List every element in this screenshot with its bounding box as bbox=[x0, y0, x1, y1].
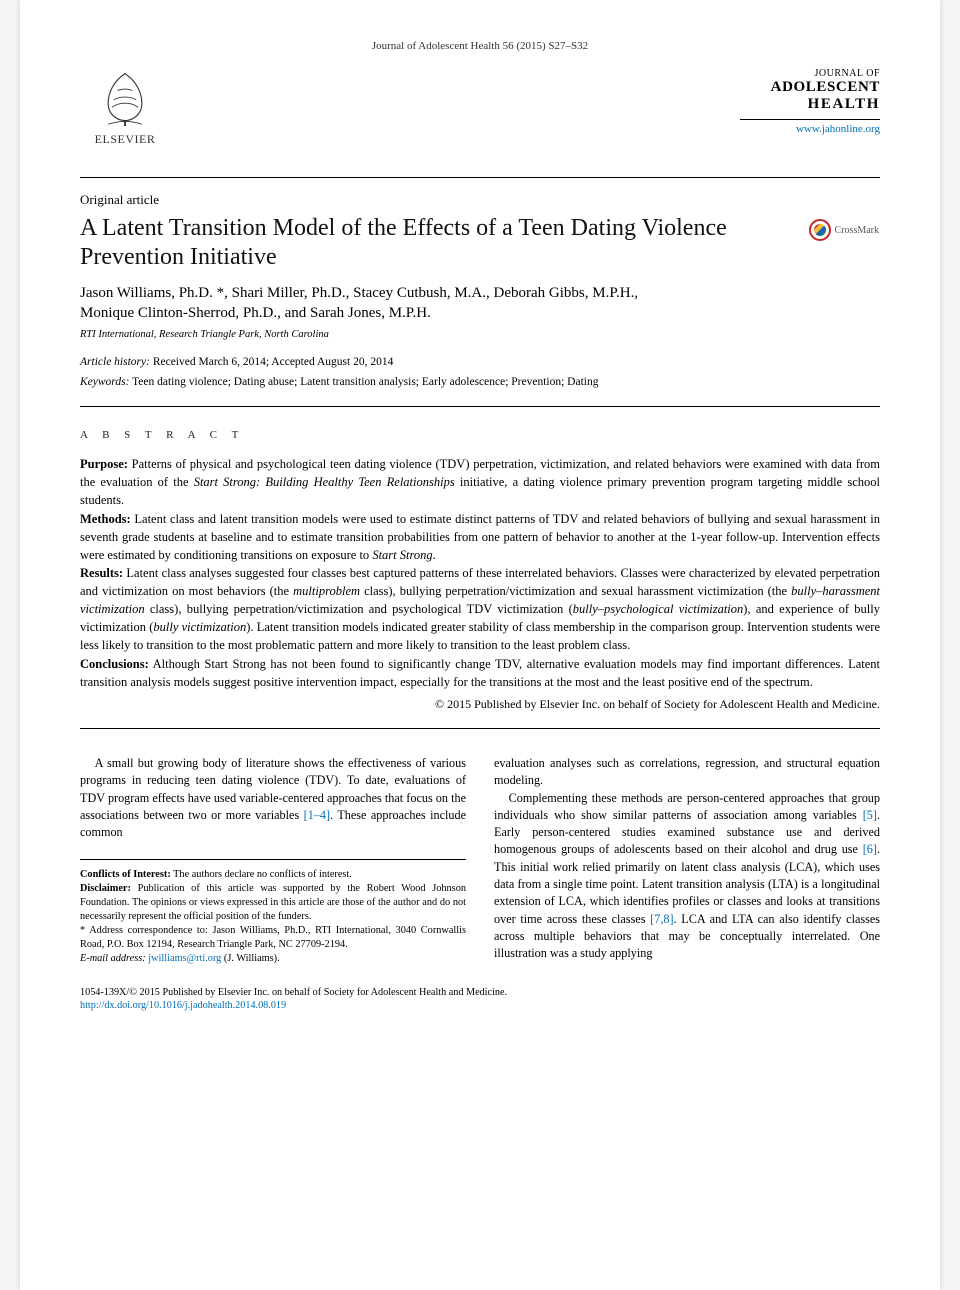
masthead-row: ELSEVIER JOURNAL OF ADOLESCENT HEALTH ww… bbox=[80, 68, 880, 178]
col2-para2: Complementing these methods are person-c… bbox=[494, 790, 880, 963]
article-history: Article history: Received March 6, 2014;… bbox=[80, 354, 880, 370]
footer-isbn: 1054-139X/© 2015 Published by Elsevier I… bbox=[80, 986, 880, 1000]
conclusions-text: Although Start Strong has not been found… bbox=[80, 657, 880, 689]
journal-brand-line1: JOURNAL OF bbox=[660, 68, 880, 79]
brand-rule bbox=[740, 119, 880, 120]
fn-email-label: E-mail address: bbox=[80, 953, 146, 964]
methods-label: Methods: bbox=[80, 512, 131, 526]
keywords: Keywords: Teen dating violence; Dating a… bbox=[80, 374, 880, 390]
abstract-methods: Methods: Latent class and latent transit… bbox=[80, 510, 880, 564]
col2-para1: evaluation analyses such as correlations… bbox=[494, 755, 880, 790]
publisher-logo: ELSEVIER bbox=[80, 68, 170, 147]
results-c3: bully–psychological victimization bbox=[573, 602, 744, 616]
column-left: A small but growing body of literature s… bbox=[80, 755, 466, 966]
rule-below-abstract bbox=[80, 728, 880, 729]
abstract-purpose: Purpose: Patterns of physical and psycho… bbox=[80, 455, 880, 509]
crossmark-badge[interactable]: CrossMark bbox=[808, 218, 880, 242]
fn-correspondence: * Address correspondence to: Jason Willi… bbox=[80, 924, 466, 952]
methods-ital: Start Strong bbox=[372, 548, 432, 562]
publisher-name: ELSEVIER bbox=[95, 132, 156, 147]
article-type: Original article bbox=[80, 192, 880, 208]
results-label: Results: bbox=[80, 566, 123, 580]
rule-above-abstract bbox=[80, 406, 880, 407]
body-columns: A small but growing body of literature s… bbox=[80, 755, 880, 966]
ref-6[interactable]: [6] bbox=[863, 842, 877, 856]
crossmark-label: CrossMark bbox=[835, 225, 879, 236]
crossmark-icon bbox=[809, 219, 831, 241]
col1-para1: A small but growing body of literature s… bbox=[80, 755, 466, 842]
fn-conflict-label: Conflicts of Interest: bbox=[80, 869, 171, 880]
fn-conflict-text: The authors declare no conflicts of inte… bbox=[171, 869, 352, 880]
journal-url[interactable]: www.jahonline.org bbox=[660, 123, 880, 135]
keywords-label: Keywords: bbox=[80, 376, 129, 388]
results-t2: class), bullying perpetration/victimizat… bbox=[360, 584, 791, 598]
title-row: A Latent Transition Model of the Effects… bbox=[80, 214, 880, 283]
article-title: A Latent Transition Model of the Effects… bbox=[80, 214, 780, 273]
results-c1: multiproblem bbox=[293, 584, 360, 598]
history-label: Article history: bbox=[80, 356, 150, 368]
ref-7-8[interactable]: [7,8] bbox=[650, 912, 673, 926]
fn-disclaimer-text: Publication of this article was supporte… bbox=[80, 883, 466, 922]
abstract-conclusions: Conclusions: Although Start Strong has n… bbox=[80, 655, 880, 691]
column-right: evaluation analyses such as correlations… bbox=[494, 755, 880, 966]
running-head: Journal of Adolescent Health 56 (2015) S… bbox=[80, 40, 880, 52]
methods-text: Latent class and latent transition model… bbox=[80, 512, 880, 562]
ref-1-4[interactable]: [1–4] bbox=[304, 808, 330, 822]
results-t3: class), bullying perpetration/victimizat… bbox=[145, 602, 573, 616]
abstract-heading: A B S T R A C T bbox=[80, 429, 880, 441]
page-footer: 1054-139X/© 2015 Published by Elsevier I… bbox=[80, 986, 880, 1014]
fn-disclaimer-label: Disclaimer: bbox=[80, 883, 131, 894]
elsevier-tree-icon bbox=[95, 68, 155, 128]
fn-email-tail: (J. Williams). bbox=[221, 953, 279, 964]
keywords-text: Teen dating violence; Dating abuse; Late… bbox=[129, 376, 598, 388]
fn-email-link[interactable]: jwilliams@rti.org bbox=[146, 953, 222, 964]
fn-conflict: Conflicts of Interest: The authors decla… bbox=[80, 868, 466, 882]
page: Journal of Adolescent Health 56 (2015) S… bbox=[20, 0, 940, 1290]
conclusions-label: Conclusions: bbox=[80, 657, 149, 671]
ref-5[interactable]: [5] bbox=[863, 808, 877, 822]
authors-line1: Jason Williams, Ph.D. *, Shari Miller, P… bbox=[80, 285, 638, 301]
fn-corr-text: Address correspondence to: Jason William… bbox=[80, 925, 466, 950]
abstract: Purpose: Patterns of physical and psycho… bbox=[80, 455, 880, 712]
history-text: Received March 6, 2014; Accepted August … bbox=[150, 356, 393, 368]
purpose-label: Purpose: bbox=[80, 457, 128, 471]
journal-brand-line3: HEALTH bbox=[660, 96, 880, 113]
col2-p2a: Complementing these methods are person-c… bbox=[494, 791, 880, 822]
authors: Jason Williams, Ph.D. *, Shari Miller, P… bbox=[80, 283, 880, 324]
purpose-ital: Start Strong: Building Healthy Teen Rela… bbox=[194, 475, 455, 489]
journal-brand: JOURNAL OF ADOLESCENT HEALTH www.jahonli… bbox=[660, 68, 880, 135]
fn-email: E-mail address: jwilliams@rti.org (J. Wi… bbox=[80, 952, 466, 966]
authors-line2: Monique Clinton-Sherrod, Ph.D., and Sara… bbox=[80, 305, 431, 321]
footnotes: Conflicts of Interest: The authors decla… bbox=[80, 859, 466, 965]
results-c4: bully victimization bbox=[153, 620, 246, 634]
fn-disclaimer: Disclaimer: Publication of this article … bbox=[80, 882, 466, 924]
abstract-results: Results: Latent class analyses suggested… bbox=[80, 564, 880, 655]
affiliation: RTI International, Research Triangle Par… bbox=[80, 329, 880, 340]
methods-tail: . bbox=[433, 548, 436, 562]
journal-brand-line2: ADOLESCENT bbox=[660, 79, 880, 96]
footer-doi[interactable]: http://dx.doi.org/10.1016/j.jadohealth.2… bbox=[80, 999, 880, 1013]
abstract-copyright: © 2015 Published by Elsevier Inc. on beh… bbox=[80, 697, 880, 712]
